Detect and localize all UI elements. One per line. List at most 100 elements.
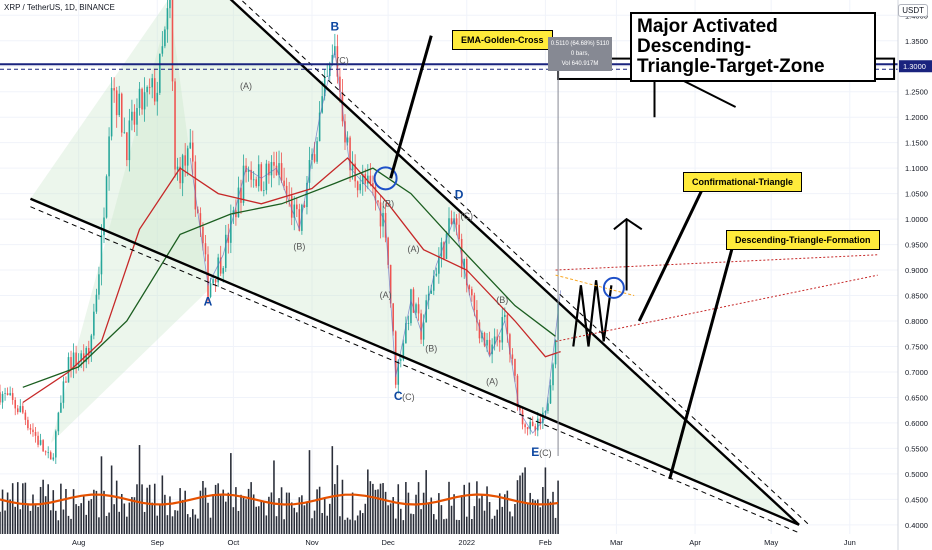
- candle-body: [72, 352, 75, 370]
- y-tick-label: 0.6500: [905, 393, 928, 402]
- candle-body: [422, 322, 425, 340]
- volume-bar: [72, 489, 75, 534]
- candle-body: [75, 352, 77, 366]
- candle-body: [547, 403, 549, 412]
- candle-body: [534, 426, 537, 431]
- y-tick-label: 0.6000: [905, 419, 928, 428]
- volume-bar: [9, 499, 11, 534]
- candle-body: [402, 343, 405, 360]
- volume-bar: [341, 479, 344, 534]
- candle-body: [476, 309, 478, 323]
- major-note-line1: Major Activated Descending-: [637, 16, 778, 57]
- major-target-zone-note: Major Activated Descending- Triangle-Tar…: [630, 12, 876, 82]
- currency-unit-badge[interactable]: USDT: [898, 4, 928, 17]
- volume-bar: [230, 453, 232, 534]
- volume-bar: [252, 494, 255, 534]
- candle-body: [354, 163, 356, 182]
- candle-body: [435, 273, 438, 276]
- volume-bar: [77, 506, 80, 534]
- y-tick-label: 1.0500: [905, 190, 928, 199]
- candle-body: [151, 78, 153, 88]
- volume-bar: [420, 509, 422, 534]
- volume-bar: [405, 482, 407, 534]
- ema-dark-line: [22, 167, 556, 388]
- candle-body: [6, 393, 9, 396]
- candle-body: [4, 393, 6, 395]
- volume-bar: [415, 494, 417, 534]
- y-tick-label: 1.1000: [905, 164, 928, 173]
- volume-bar: [37, 506, 39, 534]
- volume-bar: [438, 493, 440, 534]
- volume-bar: [344, 519, 346, 534]
- candle-body: [397, 360, 400, 385]
- volume-bar: [369, 481, 372, 534]
- volume-bar: [217, 483, 219, 534]
- volume-bar: [85, 514, 88, 534]
- candle-body: [110, 88, 113, 137]
- candle-body: [270, 162, 273, 176]
- wave-label: (A): [407, 244, 419, 254]
- volume-bar: [394, 518, 397, 534]
- candle-body: [339, 76, 341, 93]
- candle-body: [400, 359, 402, 361]
- candle-body: [95, 294, 98, 312]
- volume-bar: [486, 486, 488, 534]
- volume-bar: [4, 510, 6, 534]
- volume-bar: [60, 483, 62, 534]
- wave-label: (A): [486, 377, 498, 387]
- x-tick-label: Mar: [610, 538, 623, 547]
- candle-body: [529, 421, 531, 430]
- volume-bar: [105, 515, 108, 534]
- volume-bar: [453, 494, 455, 534]
- candle-body: [42, 440, 44, 452]
- volume-bar: [544, 467, 547, 534]
- confirm-upper-line: [555, 254, 878, 271]
- wave-lines: [189, 50, 561, 434]
- candle-body: [268, 163, 270, 176]
- candle-body: [171, 0, 174, 82]
- candle-body: [493, 336, 496, 345]
- candle-body: [349, 137, 351, 171]
- volume-bar: [146, 487, 148, 534]
- candle-body: [273, 162, 275, 166]
- candle-body: [37, 435, 39, 445]
- volume-bar: [227, 492, 230, 534]
- x-tick-label: 2022: [458, 538, 475, 547]
- volume-bar: [197, 518, 199, 534]
- volume-bar: [184, 490, 186, 534]
- volume-bar: [52, 490, 55, 534]
- y-tick-label: 0.5000: [905, 470, 928, 479]
- candle-body: [316, 141, 318, 162]
- candle-body: [230, 214, 232, 243]
- volume-bar: [359, 510, 362, 534]
- candle-body: [514, 358, 516, 376]
- volume-bar: [301, 495, 303, 534]
- candle-body: [67, 357, 70, 383]
- volume-bar: [245, 499, 247, 534]
- wave-label: (A): [380, 290, 392, 300]
- volume-bar: [80, 503, 82, 534]
- candle-body: [361, 174, 364, 185]
- volume-bar: [501, 506, 504, 534]
- candle-body: [235, 210, 237, 218]
- volume-bar: [534, 500, 537, 534]
- ema-red-line: [22, 157, 561, 404]
- candle-body: [252, 179, 255, 181]
- candle-body: [430, 290, 433, 294]
- candle-body: [554, 339, 557, 365]
- candle-body: [491, 344, 493, 355]
- tooltip-line3: Vol 640.917M: [561, 61, 599, 67]
- volume-ma-line: [0, 493, 559, 506]
- wave-label: B: [331, 20, 340, 34]
- up-arrow-head: [613, 217, 643, 231]
- volume-bar: [372, 483, 374, 534]
- volume-bar: [98, 517, 100, 534]
- volume-bar: [75, 504, 77, 534]
- volume-bar: [11, 483, 14, 534]
- y-tick-label: 0.9000: [905, 266, 928, 275]
- volume-bar: [260, 500, 263, 534]
- x-tick-label: Dec: [381, 538, 395, 547]
- volume-bar: [361, 513, 364, 534]
- volume-bar: [82, 494, 85, 534]
